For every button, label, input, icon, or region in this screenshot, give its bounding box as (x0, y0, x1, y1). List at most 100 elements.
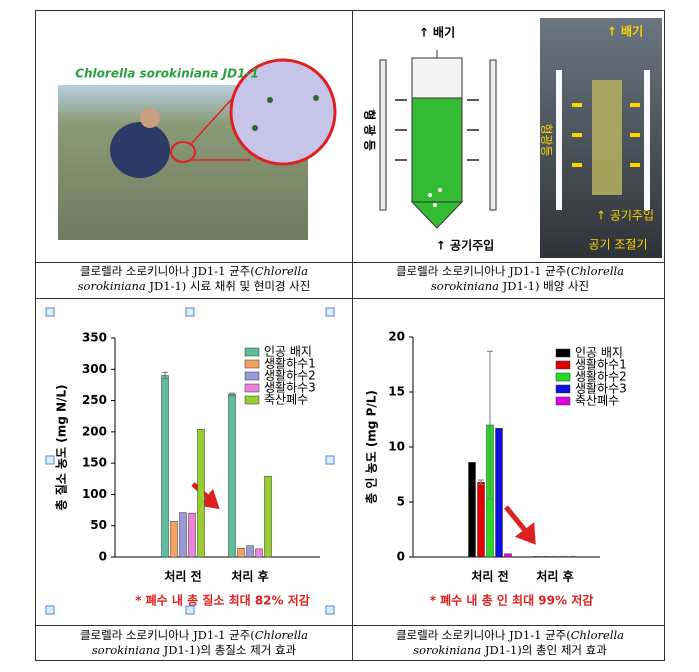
legend-swatch (244, 371, 260, 381)
caption: 클로렐라 소로키니아나 JD1-1 균주(Chlorella (396, 628, 624, 642)
x-tick-label: 처리 후 (231, 569, 268, 584)
bar (170, 521, 178, 558)
diagram-label: 형 광 등 (363, 109, 378, 150)
caption-text: 클로렐라 소로키니아나 JD1-1 균주( (396, 264, 571, 278)
annotation: * 폐수 내 총 질소 최대 82% 저감 (135, 593, 310, 608)
selection-handle (45, 455, 55, 465)
y-tick-label: 100 (82, 487, 107, 501)
legend-swatch (555, 348, 571, 358)
y-tick-label: 350 (82, 331, 107, 345)
diagram-label: ↑ 공기주입 (436, 238, 494, 253)
caption-text: JD1-1) 시료 채취 및 현미경 사진 (146, 279, 311, 293)
legend-swatch (244, 347, 260, 357)
y-tick-label: 15 (388, 385, 405, 399)
bar (246, 545, 254, 558)
bar (255, 548, 263, 558)
error-bar (229, 392, 235, 397)
y-axis-label: 총 인 농도 (mg P/L) (364, 390, 379, 504)
y-tick-label: 50 (90, 518, 107, 532)
caption: sorokiniana JD1-1) 시료 채취 및 현미경 사진 (78, 279, 311, 293)
selection-handle (185, 307, 195, 317)
bar (237, 547, 245, 558)
sampling-photo: Chlorella sorokiniana JD1-1 (58, 58, 337, 240)
x-tick-label: 처리 후 (536, 569, 573, 584)
y-tick-label: 250 (82, 393, 107, 407)
y-tick-label: 5 (397, 495, 405, 509)
y-tick-label: 20 (388, 330, 405, 344)
selection-handle (45, 307, 55, 317)
photo-label: ↑ 공기주입 (596, 209, 654, 223)
caption: 클로렐라 소로키니아나 JD1-1 균주(Chlorella (80, 628, 308, 642)
bar (188, 512, 196, 558)
legend-label: 축산폐수 (264, 393, 308, 407)
photo-label: ↑ 배기 (607, 24, 643, 39)
bar (477, 481, 485, 558)
bar (197, 429, 205, 558)
caption-text: sorokiniana (78, 279, 146, 293)
legend-swatch (555, 372, 571, 382)
photo-label: 공기 조절기 (588, 238, 647, 252)
legend-swatch (244, 359, 260, 369)
legend-label: 생활하수1 (575, 358, 627, 372)
bar (161, 375, 169, 558)
caption-text: JD1-1)의 총인 제거 효과 (481, 643, 607, 657)
caption-text: Chlorella (571, 628, 624, 642)
error-bar (162, 371, 168, 380)
error-bar (487, 350, 493, 500)
legend-swatch (244, 395, 260, 405)
selection-handle (185, 605, 195, 615)
caption-text: 클로렐라 소로키니아나 JD1-1 균주( (396, 628, 571, 642)
caption: 클로렐라 소로키니아나 JD1-1 균주(Chlorella (80, 264, 308, 278)
legend-swatch (244, 383, 260, 393)
photo-label: 형광등 (540, 123, 554, 156)
legend-label: 인공 배지 (264, 345, 312, 359)
selection-handle (45, 605, 55, 615)
x-tick-label: 처리 전 (471, 569, 508, 584)
y-tick-label: 0 (99, 550, 107, 564)
legend-label: 생활하수3 (264, 381, 316, 395)
caption-text: sorokiniana (92, 643, 160, 657)
legend-label: 생활하수3 (575, 382, 627, 396)
bar (542, 556, 550, 558)
legend-label: 축산폐수 (575, 394, 619, 408)
decrease-arrow (504, 505, 536, 545)
bar (179, 512, 187, 558)
legend-label: 생활하수2 (575, 370, 627, 384)
caption-text: JD1-1)의 총질소 제거 효과 (160, 643, 297, 657)
caption-text: 클로렐라 소로키니아나 JD1-1 균주( (80, 264, 255, 278)
caption-text: JD1-1) 배양 사진 (499, 279, 589, 293)
bar (560, 556, 568, 558)
legend-swatch (555, 384, 571, 394)
legend-label: 생활하수1 (264, 357, 316, 371)
bar (228, 394, 236, 558)
bar (533, 556, 541, 558)
legend-swatch (555, 360, 571, 370)
legend-label: 인공 배지 (575, 346, 623, 360)
caption: sorokiniana JD1-1) 배양 사진 (431, 279, 589, 293)
caption: 클로렐라 소로키니아나 JD1-1 균주(Chlorella (396, 264, 624, 278)
table-frame (35, 10, 665, 661)
legend-swatch (555, 396, 571, 406)
caption-text: sorokiniana (431, 279, 499, 293)
caption-text: 클로렐라 소로키니아나 JD1-1 균주( (80, 628, 255, 642)
y-tick-label: 10 (388, 440, 405, 454)
annotation: * 폐수 내 총 인 최대 99% 저감 (430, 593, 594, 608)
caption-text: sorokiniana (413, 643, 481, 657)
y-tick-label: 150 (82, 456, 107, 470)
caption: sorokiniana JD1-1)의 총질소 제거 효과 (92, 643, 297, 657)
photo-label: Chlorella sorokiniana JD1-1 (75, 67, 259, 81)
caption-text: Chlorella (255, 628, 308, 642)
error-bar (478, 479, 484, 485)
bar (551, 556, 559, 558)
y-tick-label: 200 (82, 424, 107, 438)
caption-text: Chlorella (571, 264, 624, 278)
diagram-label: ↑ 배기 (419, 25, 455, 40)
caption-text: Chlorella (255, 264, 308, 278)
legend-label: 생활하수2 (264, 369, 316, 383)
reactor-diagram (379, 50, 497, 229)
y-tick-label: 0 (397, 550, 405, 564)
y-axis-label: 총 질소 농도 (mg N/L) (54, 384, 69, 510)
bar (569, 556, 577, 558)
selection-handle (325, 307, 335, 317)
